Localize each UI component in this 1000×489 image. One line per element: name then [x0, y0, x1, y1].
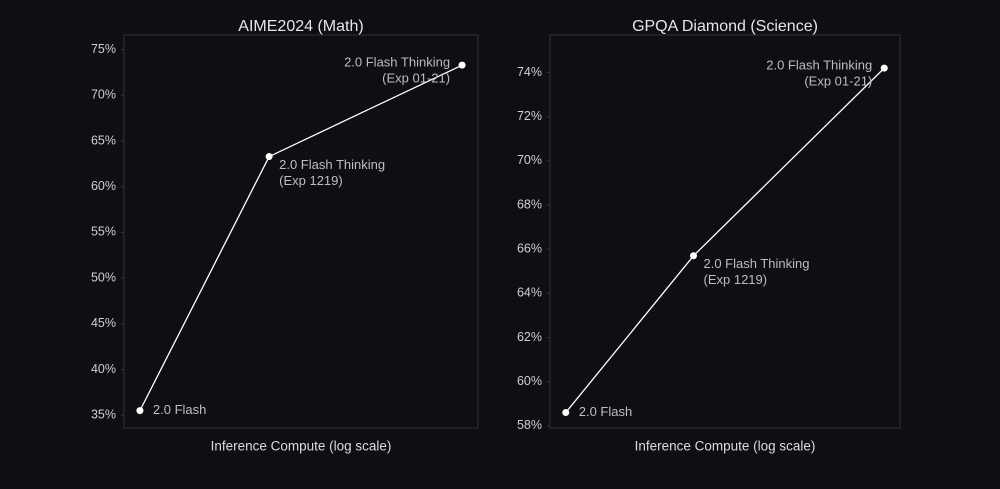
point [690, 252, 697, 260]
y-tick-label: 64% [517, 286, 542, 300]
y-tick-label: 50% [91, 270, 116, 284]
y-tick-label: 68% [517, 197, 542, 211]
chart-title: GPQA Diamond (Science) [632, 18, 818, 35]
y-tick-label: 66% [517, 241, 542, 255]
point-label: 2.0 Flash [579, 404, 632, 419]
chart-title: AIME2024 (Math) [238, 18, 363, 35]
y-tick-label: 65% [91, 133, 116, 147]
y-tick-label: 58% [517, 418, 542, 432]
y-tick-label: 60% [517, 374, 542, 388]
point-label: 2.0 Flash Thinking [279, 157, 385, 172]
y-tick-label: 70% [91, 88, 116, 102]
y-tick-label: 72% [517, 109, 542, 123]
point [562, 409, 570, 417]
line [565, 67, 885, 413]
plot-frame [549, 34, 901, 429]
y-tick-label: 60% [91, 179, 116, 193]
point-label: 2.0 Flash [153, 402, 206, 417]
point-label: (Exp 01-21) [382, 71, 450, 86]
x-axis-label: Inference Compute (log scale) [635, 439, 816, 454]
point-label: 2.0 Flash Thinking [704, 256, 810, 271]
y-tick-label: 75% [91, 42, 116, 56]
y-tick-label: 74% [517, 65, 542, 79]
y-tick-label: 55% [91, 225, 116, 239]
point [458, 61, 466, 69]
line [139, 64, 463, 411]
y-tick-label: 35% [91, 408, 116, 422]
point-label: (Exp 01-21) [804, 74, 872, 89]
y-tick-label: 62% [517, 330, 542, 344]
plot-frame [123, 34, 479, 429]
x-axis-label: Inference Compute (log scale) [211, 439, 392, 454]
y-tick-label: 70% [517, 153, 542, 167]
point-label: (Exp 1219) [704, 272, 768, 287]
point [880, 64, 888, 72]
y-tick-label: 40% [91, 362, 116, 376]
point-label: 2.0 Flash Thinking [344, 55, 450, 70]
point [136, 407, 144, 415]
point [265, 153, 273, 161]
point-label: 2.0 Flash Thinking [766, 58, 872, 73]
point-label: (Exp 1219) [279, 173, 343, 188]
y-tick-label: 45% [91, 316, 116, 330]
